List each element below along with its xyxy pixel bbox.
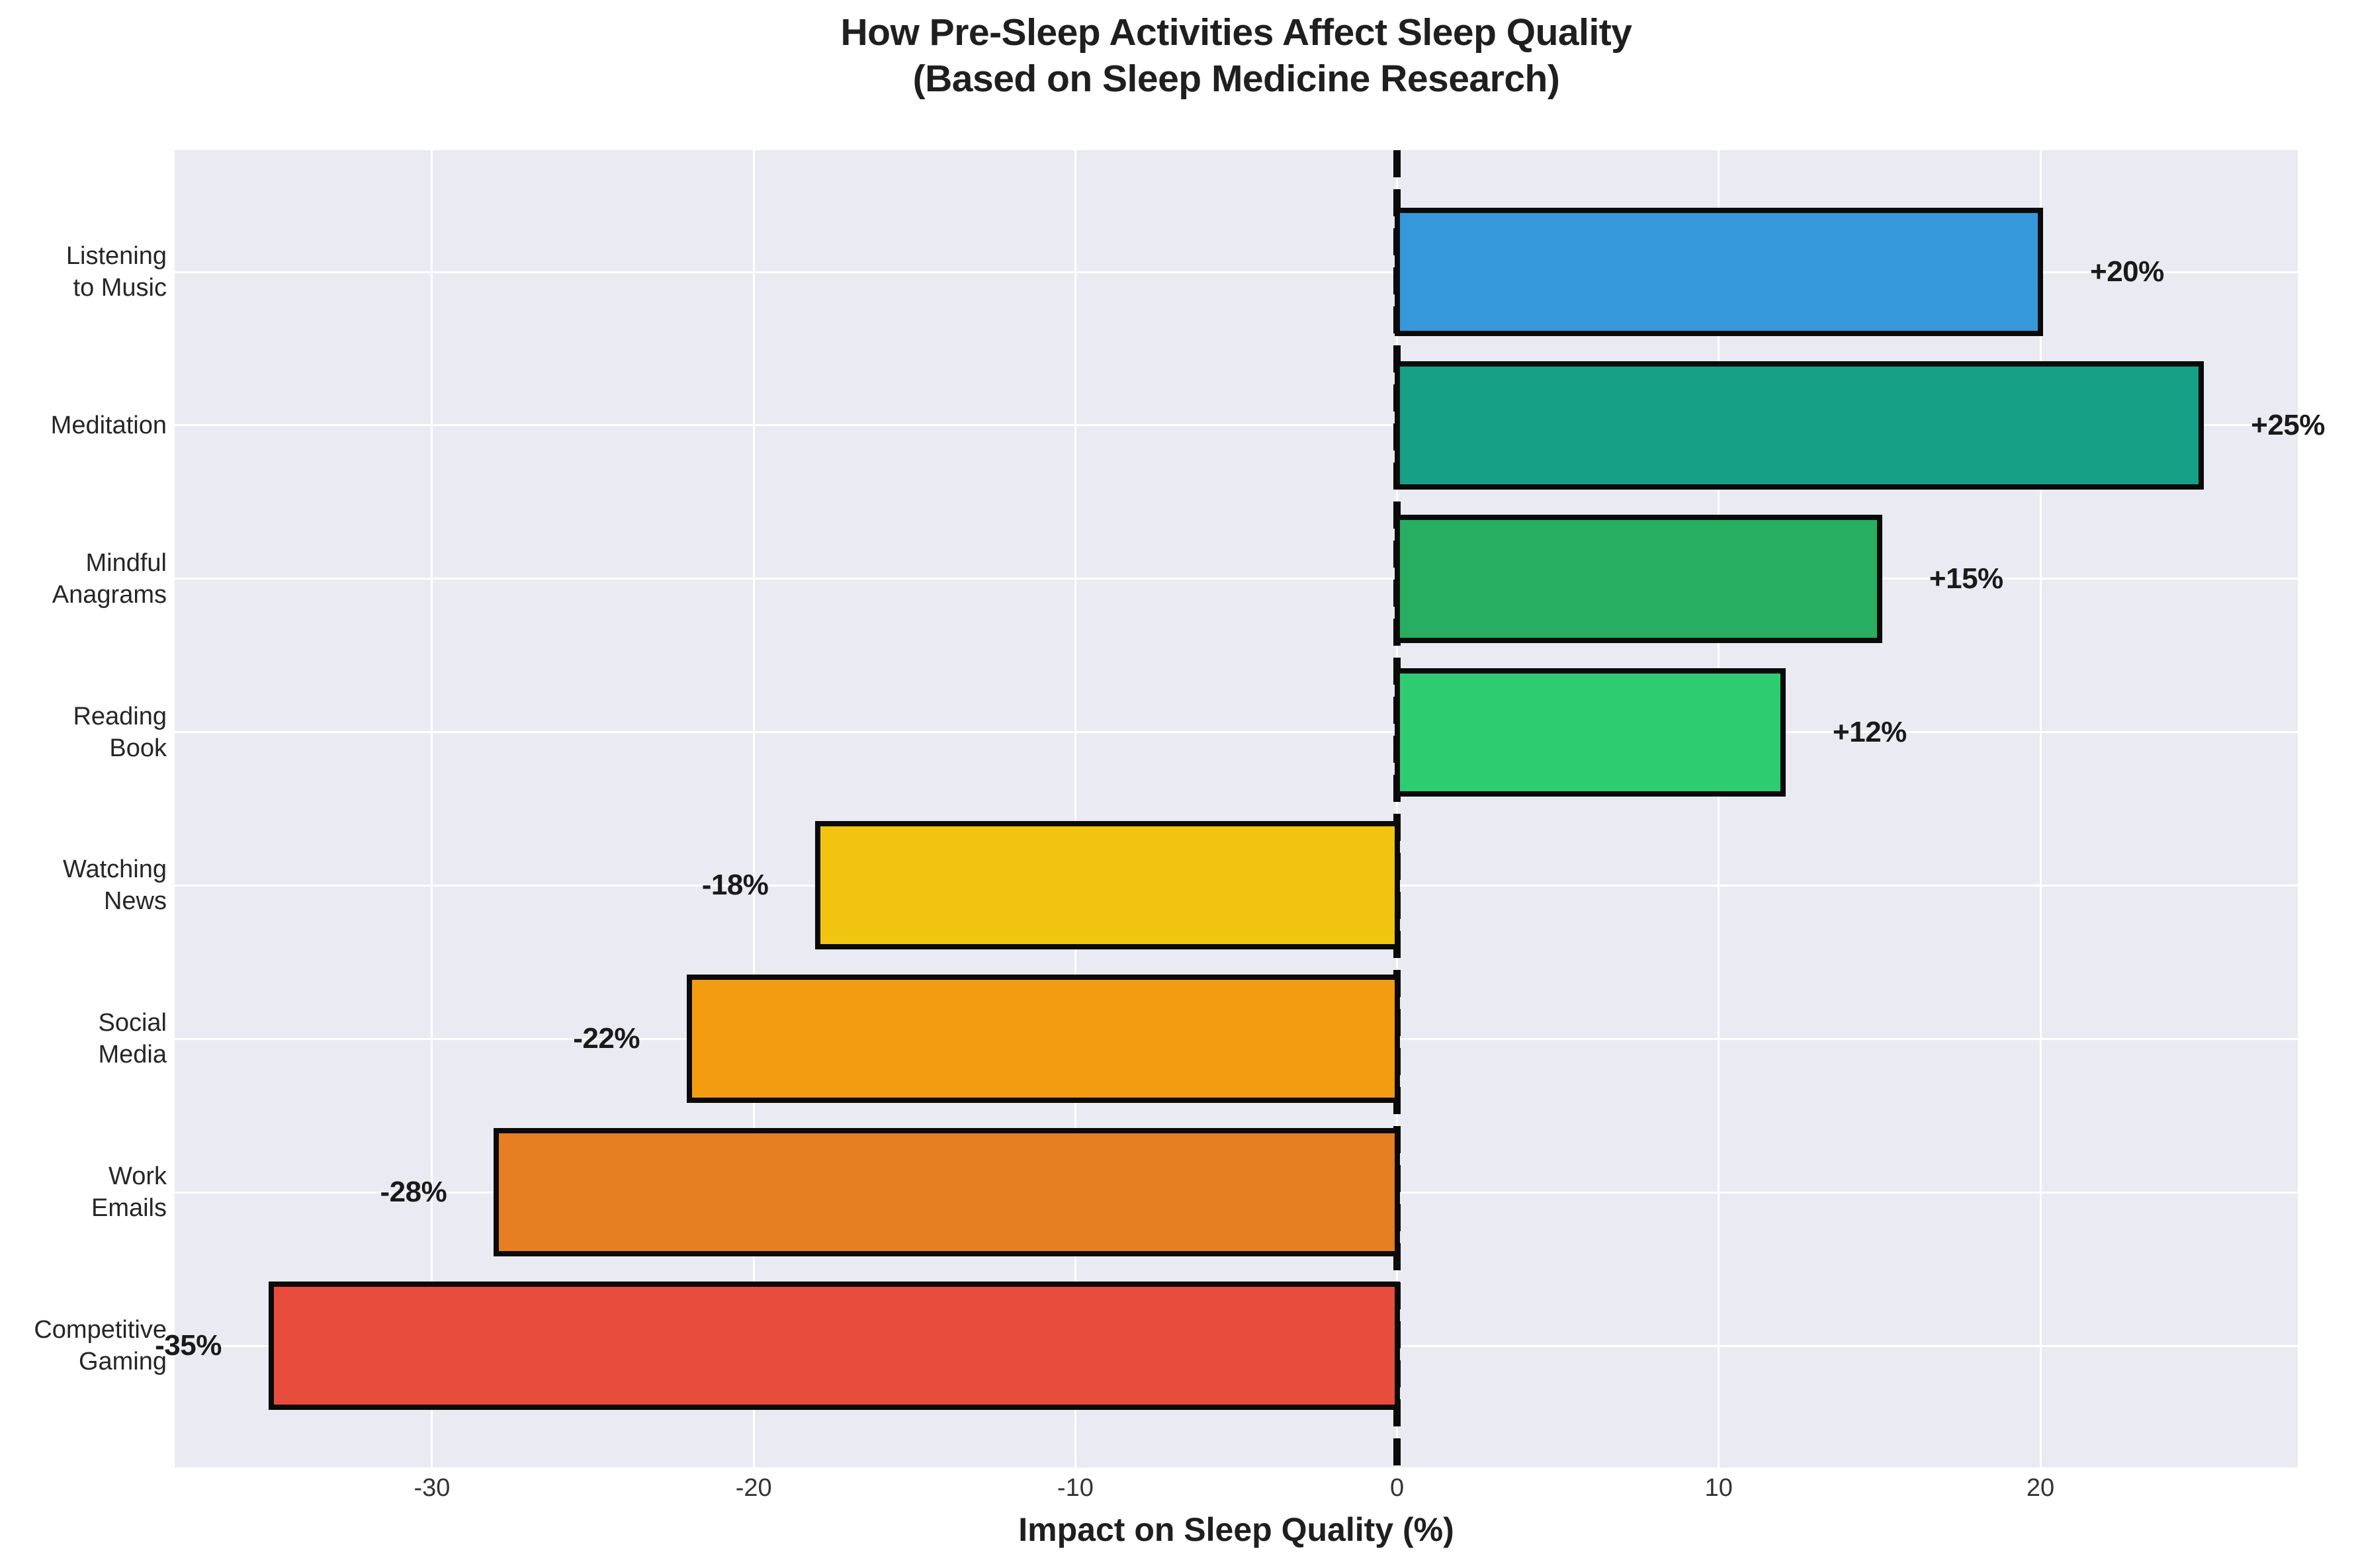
gridline-vertical	[1718, 150, 1720, 1467]
gridline-horizontal	[175, 578, 2298, 580]
bar-value-label: +20%	[2090, 255, 2164, 288]
chart-title: How Pre-Sleep Activities Affect Sleep Qu…	[175, 9, 2298, 102]
bar-value-label: -18%	[701, 869, 769, 902]
bar-value-label: -35%	[155, 1329, 222, 1362]
y-tick-label-watching-news: Watching News	[63, 855, 167, 916]
zero-reference-line	[1393, 150, 1401, 1467]
bar-value-label: +25%	[2251, 408, 2325, 441]
chart-title-line2: (Based on Sleep Medicine Research)	[912, 58, 1560, 100]
gridline-vertical	[2039, 150, 2042, 1467]
y-tick-label-competitive-gaming: Competitive Gaming	[34, 1316, 167, 1375]
bar-value-label: -22%	[573, 1022, 640, 1055]
gridline-vertical	[752, 150, 755, 1467]
bar-reading-book	[1394, 668, 1786, 797]
plot-area	[175, 150, 2298, 1467]
x-tick-label: -10	[1057, 1474, 1094, 1502]
chart-title-line1: How Pre-Sleep Activities Affect Sleep Qu…	[840, 11, 1632, 54]
y-tick-label-social-media: Social Media	[98, 1009, 167, 1069]
bar-competitive-gaming	[268, 1282, 1400, 1410]
x-tick-label: 0	[1390, 1474, 1405, 1502]
bar-meditation	[1394, 361, 2204, 490]
y-tick-label-listening-to-music: Listening to Music	[65, 242, 167, 302]
y-tick-label-meditation: Meditation	[50, 411, 167, 439]
bar-mindful-anagrams	[1394, 514, 1882, 643]
gridline-vertical	[431, 150, 433, 1467]
x-tick-label: -30	[414, 1474, 451, 1502]
bar-social-media	[686, 975, 1400, 1104]
gridline-horizontal	[175, 271, 2298, 273]
x-tick-label: -20	[735, 1474, 772, 1502]
y-tick-label-mindful-anagrams: Mindful Anagrams	[52, 548, 167, 609]
x-tick-label: 20	[2026, 1474, 2055, 1502]
gridline-vertical	[1074, 150, 1076, 1467]
bar-value-label: +15%	[1929, 562, 2003, 595]
gridline-horizontal	[175, 424, 2298, 427]
y-tick-label-reading-book: Reading Book	[73, 702, 167, 762]
gridline-horizontal	[175, 731, 2298, 734]
bar-value-label: +12%	[1833, 715, 1907, 748]
bar-watching-news	[815, 821, 1400, 950]
x-axis-title: Impact on Sleep Quality (%)	[1018, 1511, 1454, 1548]
y-tick-label-work-emails: Work Emails	[91, 1162, 167, 1223]
bar-work-emails	[494, 1128, 1400, 1257]
bar-listening-to-music	[1394, 208, 2044, 336]
x-tick-label: 10	[1704, 1474, 1733, 1502]
bar-value-label: -28%	[380, 1176, 447, 1209]
